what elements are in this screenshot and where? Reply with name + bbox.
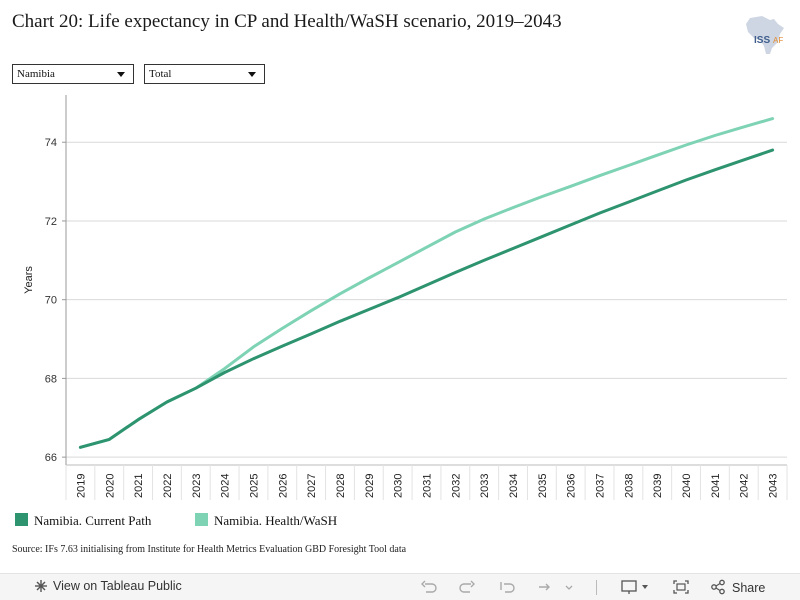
source-note: Source: IFs 7.63 initialising from Insti… <box>12 544 407 555</box>
chevron-down-icon <box>117 72 125 77</box>
country-dropdown[interactable]: Namibia <box>12 64 134 84</box>
country-dropdown-value: Namibia <box>17 68 55 80</box>
x-tick-label: 2024 <box>220 474 232 498</box>
y-tick-label: 70 <box>45 295 57 307</box>
svg-text:ISS: ISS <box>754 35 770 46</box>
y-axis-ticks: 66 68 70 72 74 <box>45 137 66 464</box>
chart-title: Chart 20: Life expectancy in CP and Heal… <box>12 11 562 32</box>
x-tick-label: 2031 <box>422 474 434 498</box>
x-tick-label: 2035 <box>537 474 549 498</box>
y-tick-label: 72 <box>45 216 57 228</box>
x-tick-label: 2022 <box>162 474 174 498</box>
x-tick-label: 2041 <box>710 474 722 498</box>
refresh-icon[interactable] <box>536 579 576 595</box>
share-icon <box>711 579 725 595</box>
x-tick-label: 2030 <box>393 474 405 498</box>
chevron-down-icon <box>248 72 256 77</box>
fullscreen-icon[interactable] <box>672 579 690 595</box>
x-tick-label: 2021 <box>133 474 145 498</box>
x-tick-label: 2020 <box>104 474 116 498</box>
x-tick-label: 2038 <box>623 474 635 498</box>
toolbar-divider <box>596 580 597 595</box>
x-tick-label: 2039 <box>652 474 664 498</box>
legend-label: Namibia. Health/WaSH <box>214 513 338 528</box>
series-line-health-wash[interactable] <box>78 117 775 449</box>
legend-swatch <box>15 513 28 526</box>
svg-text:AF: AF <box>773 36 783 45</box>
x-tick-label: 2040 <box>681 474 693 498</box>
x-tick-label: 2023 <box>191 474 203 498</box>
undo-icon[interactable] <box>420 579 438 595</box>
x-tick-label: 2037 <box>595 474 607 498</box>
series-lines <box>78 117 775 449</box>
x-tick-label: 2026 <box>277 474 289 498</box>
legend-item-health-wash[interactable]: Namibia. Health/WaSH <box>195 513 337 529</box>
y-tick-label: 66 <box>45 452 57 464</box>
download-icon[interactable] <box>620 579 652 595</box>
gridlines <box>65 95 787 466</box>
x-tick-label: 2019 <box>75 474 87 498</box>
type-dropdown-value: Total <box>149 68 172 80</box>
y-axis-label: Years <box>23 266 35 294</box>
share-button[interactable]: Share <box>710 579 765 595</box>
x-tick-label: 2027 <box>306 474 318 498</box>
share-label: Share <box>732 581 766 595</box>
view-on-tableau-link[interactable]: View on Tableau Public <box>34 579 182 593</box>
x-tick-label: 2029 <box>364 474 376 498</box>
view-on-tableau-label: View on Tableau Public <box>53 579 182 593</box>
legend-item-current-path[interactable]: Namibia. Current Path <box>15 513 151 529</box>
tableau-toolbar: View on Tableau Public Share <box>0 573 800 600</box>
tableau-icon <box>35 580 47 592</box>
legend-label: Namibia. Current Path <box>34 513 152 528</box>
legend-swatch <box>195 513 208 526</box>
x-tick-label: 2042 <box>739 474 751 498</box>
redo-icon[interactable] <box>458 579 476 595</box>
x-tick-label: 2028 <box>335 474 347 498</box>
x-tick-label: 2032 <box>450 474 462 498</box>
y-tick-label: 68 <box>45 373 57 385</box>
x-tick-label: 2036 <box>566 474 578 498</box>
type-dropdown[interactable]: Total <box>144 64 265 84</box>
x-tick-label: 2025 <box>248 474 260 498</box>
iss-africa-logo: ISS AF <box>746 16 784 54</box>
x-axis-ticks: 2019 2020 2021 2022 2023 2024 2025 2026 2027 2028… <box>65 465 788 500</box>
x-tick-label: 2033 <box>479 474 491 498</box>
series-line-current-path[interactable] <box>78 148 775 449</box>
revert-icon[interactable] <box>498 579 516 595</box>
y-tick-label: 74 <box>45 137 57 149</box>
x-tick-label: 2043 <box>768 474 780 498</box>
x-tick-label: 2034 <box>508 474 520 498</box>
